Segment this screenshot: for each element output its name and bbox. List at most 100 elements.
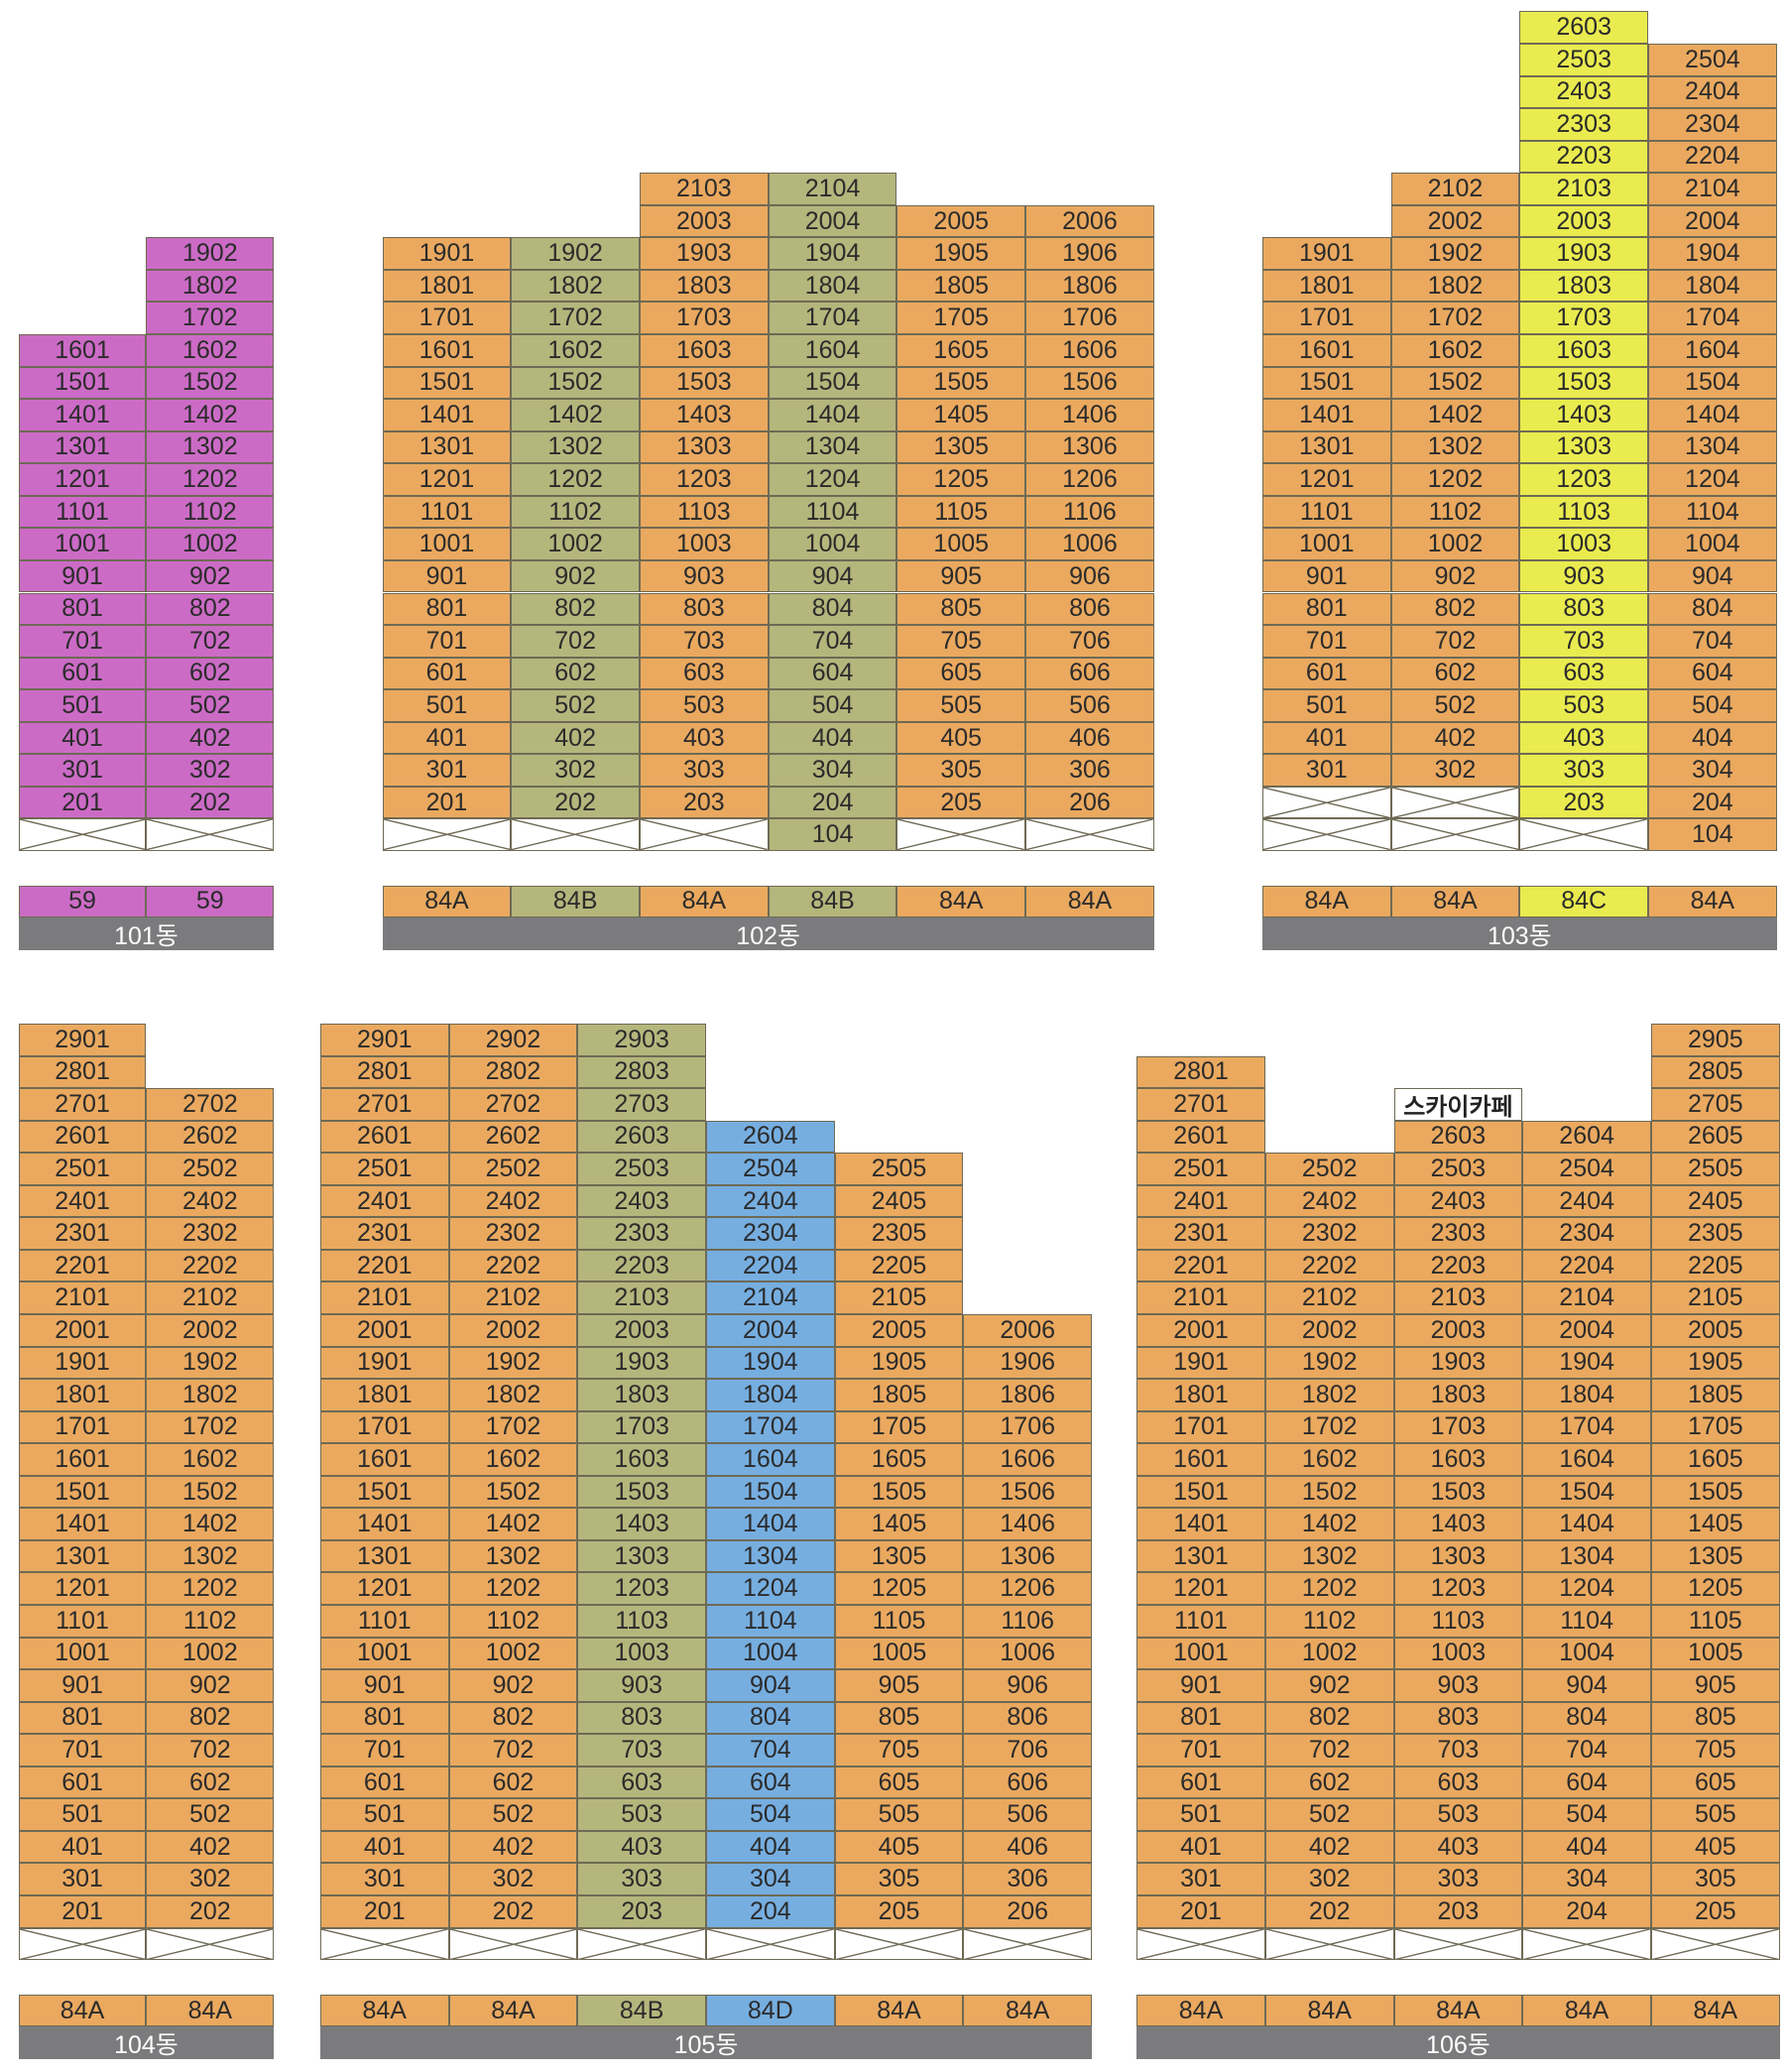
unit-cell: 702: [146, 1734, 275, 1767]
unit-cell: 1002: [1264, 1637, 1394, 1670]
unit-cell: 2903: [577, 1023, 706, 1056]
unit-cell: 2204: [1648, 140, 1777, 174]
unit-cell: 905: [834, 1669, 964, 1702]
unit-cell: 1901: [319, 1346, 449, 1380]
unit-cell: 2403: [1519, 75, 1649, 109]
unit-cell: 1102: [1390, 495, 1520, 529]
unit-cell: 501: [1261, 689, 1391, 722]
unit-cell: 403: [640, 721, 769, 755]
unit-cell: 1504: [768, 366, 897, 400]
unit-cell: 1902: [511, 237, 640, 270]
unit-type-label: 84A: [1522, 1994, 1651, 2027]
unit-cell: 1102: [511, 495, 640, 529]
unit-cell: 1101: [319, 1605, 449, 1638]
unit-cell: 1706: [1025, 302, 1154, 335]
unit-cell: 405: [1650, 1830, 1780, 1864]
unit-cell: 1104: [1522, 1605, 1651, 1638]
unit-cell: 2402: [146, 1184, 275, 1218]
unit-cell: 605: [896, 657, 1026, 690]
unit-cell: 1501: [18, 366, 147, 400]
unit-cell: 703: [640, 625, 769, 658]
unit-cell: 1301: [1136, 1539, 1265, 1573]
unit-cell: 1802: [1390, 269, 1520, 303]
unit-cell: 202: [146, 786, 275, 819]
piloti-cell: [1650, 1927, 1780, 1961]
unit-cell: 1706: [963, 1410, 1093, 1444]
unit-cell: 2304: [1648, 108, 1777, 141]
unit-cell: 1906: [1025, 237, 1154, 270]
unit-cell: 1403: [640, 399, 769, 431]
unit-cell: 301: [382, 754, 512, 787]
unit-cell: 2604: [1522, 1120, 1651, 1154]
unit-cell: 403: [1519, 721, 1649, 755]
piloti-cell: [705, 1927, 835, 1961]
unit-cell: 2105: [834, 1281, 964, 1314]
unit-cell: 2405: [1650, 1184, 1780, 1218]
unit-cell: 1401: [1136, 1508, 1265, 1540]
unit-cell: 1301: [1261, 430, 1391, 464]
unit-cell: 1703: [640, 302, 769, 335]
unit-cell: 2401: [18, 1184, 147, 1218]
unit-cell: 1001: [319, 1637, 449, 1670]
unit-cell: 2502: [1264, 1153, 1394, 1185]
unit-cell: 906: [1025, 559, 1154, 593]
unit-cell: 905: [896, 559, 1026, 593]
unit-cell: 1902: [448, 1346, 578, 1380]
unit-cell: 902: [511, 559, 640, 593]
piloti-cell: [963, 1927, 1093, 1961]
unit-cell: 1402: [146, 1508, 275, 1540]
unit-cell: 1402: [146, 399, 275, 431]
unit-cell: 305: [1650, 1863, 1780, 1895]
unit-cell: 2104: [1648, 173, 1777, 205]
unit-cell: 1702: [511, 302, 640, 335]
unit-cell: 2502: [448, 1153, 578, 1185]
unit-cell: 2202: [1264, 1249, 1394, 1282]
unit-cell: 104: [1648, 818, 1777, 851]
unit-cell: 1605: [1650, 1443, 1780, 1476]
unit-cell: 602: [1264, 1766, 1394, 1799]
piloti-cell: [1390, 786, 1520, 819]
unit-cell: 1503: [577, 1475, 706, 1509]
unit-cell: 2103: [1393, 1281, 1523, 1314]
unit-cell: 302: [1390, 754, 1520, 787]
unit-cell: 202: [1264, 1895, 1394, 1928]
unit-cell: 801: [319, 1701, 449, 1735]
unit-cell: 2003: [640, 204, 769, 238]
unit-cell: 1101: [18, 495, 147, 529]
unit-cell: 602: [146, 657, 275, 690]
unit-cell: 2302: [448, 1217, 578, 1250]
piloti-cell: [640, 818, 769, 851]
unit-cell: 2103: [577, 1281, 706, 1314]
unit-cell: 1003: [1393, 1637, 1523, 1670]
unit-cell: 1804: [1522, 1379, 1651, 1411]
unit-cell: 2002: [146, 1313, 275, 1347]
unit-cell: 1305: [834, 1539, 964, 1573]
unit-cell: 603: [640, 657, 769, 690]
unit-cell: 1904: [768, 237, 897, 270]
unit-cell: 1503: [1393, 1475, 1523, 1509]
unit-cell: 1101: [1136, 1605, 1265, 1638]
unit-cell: 504: [1522, 1798, 1651, 1831]
unit-cell: 303: [1519, 754, 1649, 787]
unit-cell: 305: [834, 1863, 964, 1895]
piloti-cell: [146, 1927, 275, 1961]
piloti-cell: [448, 1927, 578, 1961]
unit-cell: 406: [963, 1830, 1093, 1864]
unit-cell: 1103: [577, 1605, 706, 1638]
unit-cell: 1002: [146, 1637, 275, 1670]
unit-cell: 503: [1519, 689, 1649, 722]
unit-cell: 2006: [963, 1313, 1093, 1347]
unit-cell: 1701: [319, 1410, 449, 1444]
unit-cell: 1202: [146, 463, 275, 496]
unit-cell: 303: [640, 754, 769, 787]
unit-cell: 1601: [1261, 334, 1391, 367]
unit-cell: 1902: [1390, 237, 1520, 270]
unit-cell: 1606: [1025, 334, 1154, 367]
unit-cell: 803: [1393, 1701, 1523, 1735]
unit-cell: 1705: [834, 1410, 964, 1444]
unit-cell: 1304: [1522, 1539, 1651, 1573]
unit-cell: 1802: [511, 269, 640, 303]
unit-cell: 1805: [834, 1379, 964, 1411]
unit-cell: 2505: [1650, 1153, 1780, 1185]
unit-cell: 706: [963, 1734, 1093, 1767]
